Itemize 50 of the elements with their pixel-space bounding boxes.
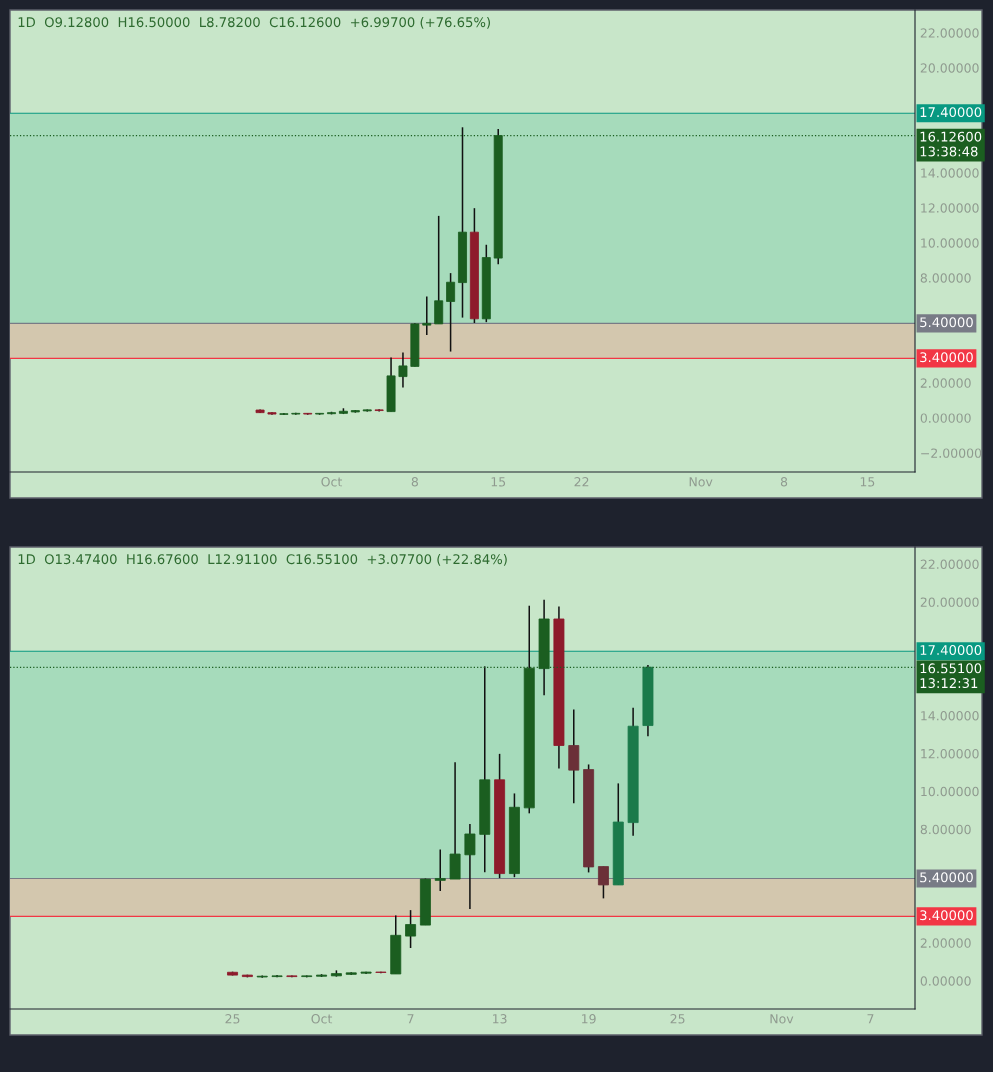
ref-line-label: 16.55100 13:12:31 [920,663,982,689]
y-tick-label: 12.00000 [921,748,979,759]
ref-line-label: 5.40000 [920,317,973,328]
x-tick-label: 13 [493,1014,507,1024]
y-tick-label: 10.00000 [921,786,979,797]
candlestick [422,295,432,336]
candlestick [398,351,408,389]
ref-line-label: 16.12600 13:38:48 [920,131,982,157]
candlestick [434,215,444,325]
x-tick-label: Nov [689,477,713,487]
y-tick-label: 2.00000 [920,378,971,388]
x-tick-label: 8 [780,477,788,487]
y-tick-label: 8.00000 [920,824,971,835]
ref-line-label: 17.40000 [920,645,982,656]
y-tick-label: −2.00000 [921,448,982,458]
x-tick-label: 22 [574,477,589,487]
x-tick-label: Oct [321,477,343,487]
x-tick-label: 25 [225,1014,240,1024]
x-tick-label: 25 [670,1014,685,1024]
x-tick-label: 8 [411,477,418,487]
x-tick-label: Nov [770,1014,794,1024]
x-tick-label: 15 [491,477,506,487]
candlestick [405,909,417,949]
x-tick-label: Oct [311,1014,333,1024]
y-tick-label: 20.00000 [920,597,979,607]
ref-line-label: 5.40000 [920,872,973,883]
x-tick-label: 15 [860,477,875,487]
x-tick-label: 19 [582,1014,596,1024]
y-tick-label: 10.00000 [921,238,979,248]
x-tick-label: 7 [407,1014,414,1024]
x-tick-label: 7 [867,1014,874,1024]
y-tick-label: 22.00000 [920,28,979,38]
y-tick-label: 0.00000 [920,976,971,986]
ref-line-label: 3.40000 [920,910,973,921]
candlestick [464,823,476,910]
candlestick [434,848,446,892]
candlestick [446,272,456,353]
ref-line-label: 17.40000 [920,107,982,118]
chart-title: 1D O13.47400 H16.67600 L12.91100 C16.55100 +3.07700 (+22.84%) [18,553,507,566]
y-tick-label: 20.00000 [920,63,979,73]
y-tick-label: 0.00000 [920,413,971,423]
chart-title: 1D O9.12800 H16.50000 L8.78200 C16.12600 +6.99700 (+76.65%) [18,16,490,29]
ref-line-label: 3.40000 [920,352,973,363]
y-tick-label: 14.00000 [921,168,979,178]
candlestick [597,865,609,900]
y-tick-label: 2.00000 [920,938,971,948]
y-tick-label: 22.00000 [920,559,979,569]
y-tick-label: 12.00000 [921,203,979,213]
y-tick-label: 8.00000 [920,273,971,283]
y-tick-label: 14.00000 [921,711,979,721]
